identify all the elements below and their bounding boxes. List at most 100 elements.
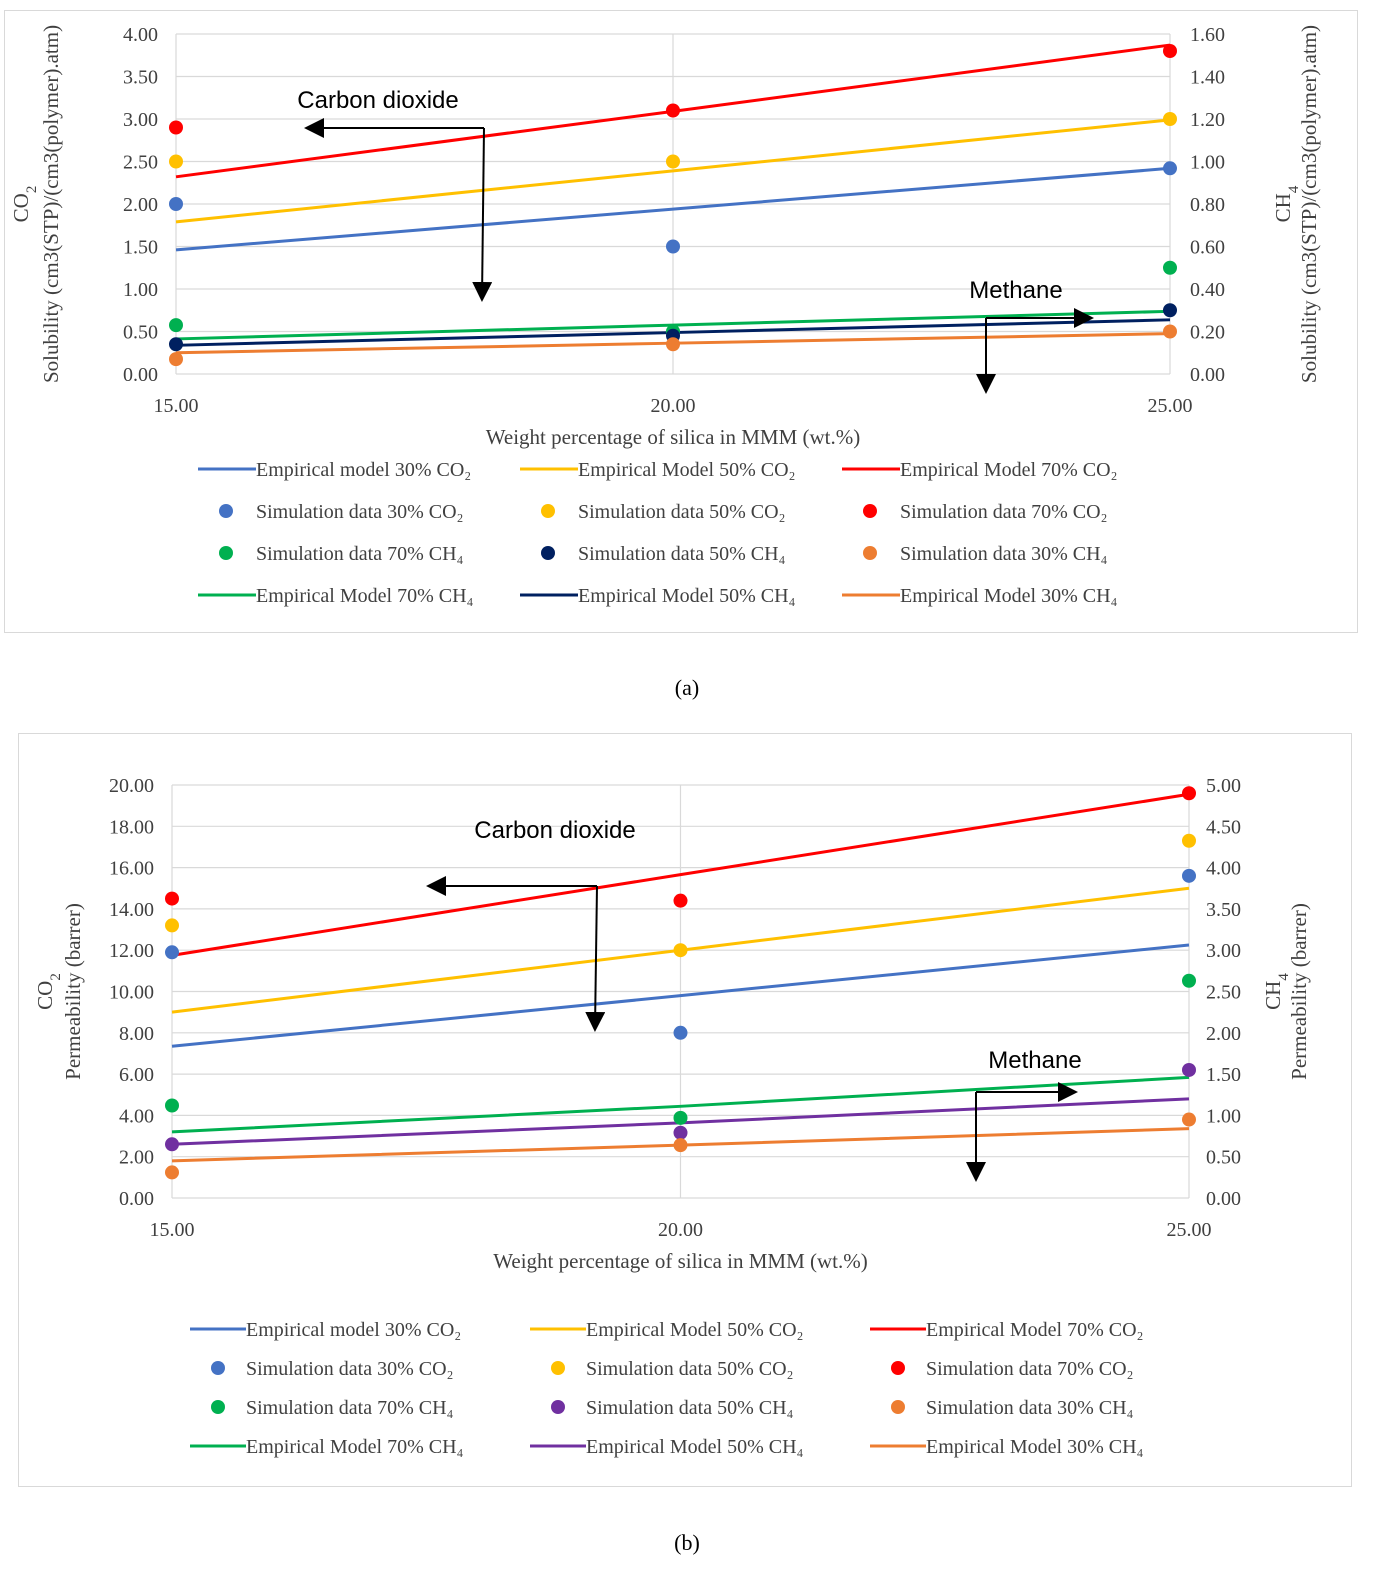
legend-entry: Empirical Model 50% CH₄ [586, 1436, 804, 1458]
legend-entry: Simulation data 70% CH₄ [246, 1397, 454, 1419]
legend-entry: Empirical Model 50% CH₄ [578, 585, 796, 607]
data-point [1163, 324, 1177, 339]
data-point [169, 352, 183, 367]
legend-swatch-point [211, 1400, 225, 1414]
x-tick: 15.00 [154, 395, 199, 417]
legend-swatch-point [211, 1361, 225, 1375]
legend-entry: Simulation data 50% CO₂ [586, 1358, 794, 1380]
data-point [165, 1098, 179, 1113]
chart-b: 0.00 2.00 4.00 6.00 8.00 10.00 12.00 14.00 16.00… [33, 775, 1311, 1458]
y-tick-left: 2.50 [123, 152, 158, 174]
y-tick-left: 0.50 [123, 322, 158, 344]
series-line [171, 792, 1190, 957]
annotation-methane: Methane [969, 277, 1062, 304]
y-axis-label-left: Solubility (cm3(STP)/(cm3(polymer).atm) [39, 25, 63, 383]
data-point [1182, 786, 1196, 801]
legend-entry: Simulation data 30% CH₄ [900, 543, 1108, 565]
legend-entry: Empirical Model 50% CO₂ [586, 1319, 804, 1341]
x-tick: 25.00 [1148, 395, 1193, 417]
data-point [1163, 303, 1177, 318]
y-tick-right: 4.50 [1206, 816, 1241, 838]
data-point [1163, 260, 1177, 275]
legend-swatch-point [541, 546, 555, 560]
y-tick-right: 1.40 [1190, 67, 1225, 89]
y-tick-right: 5.00 [1206, 775, 1241, 797]
y-tick-left: 20.00 [109, 775, 154, 797]
data-point [1163, 161, 1177, 176]
y-tick-left: 12.00 [109, 940, 154, 962]
y-axis-label-left: Permeability (barrer) [61, 903, 85, 1080]
legend-entry: Empirical Model 70% CH₄ [246, 1436, 464, 1458]
y-tick-left: 2.00 [119, 1147, 154, 1169]
series-line [171, 1075, 1190, 1134]
data-point [165, 891, 179, 906]
y-tick-left: 0.00 [119, 1188, 154, 1210]
series-line [175, 166, 1171, 252]
legend-entry: Simulation data 50% CH₄ [586, 1397, 794, 1419]
y-tick-left: 4.00 [123, 24, 158, 46]
x-tick: 25.00 [1167, 1219, 1212, 1241]
y-tick-left: 8.00 [119, 1023, 154, 1045]
arrow-co2-down [472, 127, 493, 302]
data-point [666, 337, 680, 352]
y-tick-right: 3.50 [1206, 899, 1241, 921]
chart-panel-b [18, 733, 1352, 1487]
data-point [666, 154, 680, 169]
legend-swatch-point [863, 546, 877, 560]
legend-entry: Empirical model 30% CO₂ [256, 459, 471, 481]
y-tick-left: 18.00 [109, 816, 154, 838]
legend-entry: Simulation data 70% CH₄ [256, 543, 464, 565]
legend-swatch-point [219, 546, 233, 560]
y-tick-right: 0.00 [1206, 1188, 1241, 1210]
legend-entry: Empirical Model 70% CO₂ [900, 459, 1118, 481]
data-point [169, 197, 183, 211]
legend-entry: Empirical Model 30% CH₄ [900, 585, 1118, 607]
series-line [175, 118, 1171, 224]
legend-swatch-point [541, 504, 555, 518]
x-axis-label: Weight percentage of silica in MMM (wt.%… [486, 425, 860, 449]
annotation-carbon-dioxide: Carbon dioxide [297, 87, 458, 114]
y-tick-left: 16.00 [109, 858, 154, 880]
y-tick-left: 3.50 [123, 67, 158, 89]
data-point [673, 893, 688, 908]
data-point [1163, 112, 1177, 126]
y-tick-right: 3.00 [1206, 940, 1241, 962]
data-point [666, 239, 680, 254]
data-point [666, 103, 680, 118]
data-point [165, 1137, 179, 1152]
y-tick-right: 1.00 [1190, 152, 1225, 174]
data-point [1182, 973, 1196, 988]
legend-swatch-point [551, 1400, 565, 1414]
y-tick-left: 2.00 [123, 194, 158, 216]
data-point [1182, 868, 1196, 883]
x-tick: 20.00 [651, 395, 696, 417]
y-tick-left: 3.00 [123, 109, 158, 131]
legend-entry: Empirical Model 70% CH₄ [256, 585, 474, 607]
legend-entry: Empirical model 30% CO₂ [246, 1319, 461, 1341]
data-point [1182, 1062, 1196, 1077]
legend-swatch-point [219, 504, 233, 518]
y-tick-right: 2.00 [1206, 1023, 1241, 1045]
y-axis-label-right: Permeability (barrer) [1287, 903, 1311, 1080]
y-tick-right: 0.80 [1190, 194, 1225, 216]
legend-entry: Empirical Model 50% CO₂ [578, 459, 796, 481]
y-axis-label-right: Solubility (cm3(STP)/(cm3(polymer).atm) [1297, 25, 1321, 383]
legend-entry: Simulation data 30% CO₂ [246, 1358, 454, 1380]
y-tick-left: 1.50 [123, 237, 158, 259]
legend-entry: Simulation data 50% CH₄ [578, 543, 786, 565]
y-tick-left: 0.00 [123, 364, 158, 386]
y-tick-right: 0.20 [1190, 322, 1225, 344]
y-tick-right: 1.50 [1206, 1064, 1241, 1086]
annotation-carbon-dioxide: Carbon dioxide [474, 817, 635, 844]
data-point [1182, 833, 1196, 848]
legend-entry: Simulation data 70% CO₂ [900, 501, 1108, 523]
legend-swatch-point [891, 1400, 905, 1414]
legend-swatch-point [891, 1361, 905, 1375]
data-point [673, 1110, 688, 1125]
y-tick-left: 4.00 [119, 1105, 154, 1127]
legend-entry: Simulation data 30% CO₂ [256, 501, 464, 523]
y-tick-right: 0.00 [1190, 364, 1225, 386]
y-tick-left: 10.00 [109, 982, 154, 1004]
y-tick-right: 1.60 [1190, 24, 1225, 46]
data-point [1163, 44, 1177, 58]
